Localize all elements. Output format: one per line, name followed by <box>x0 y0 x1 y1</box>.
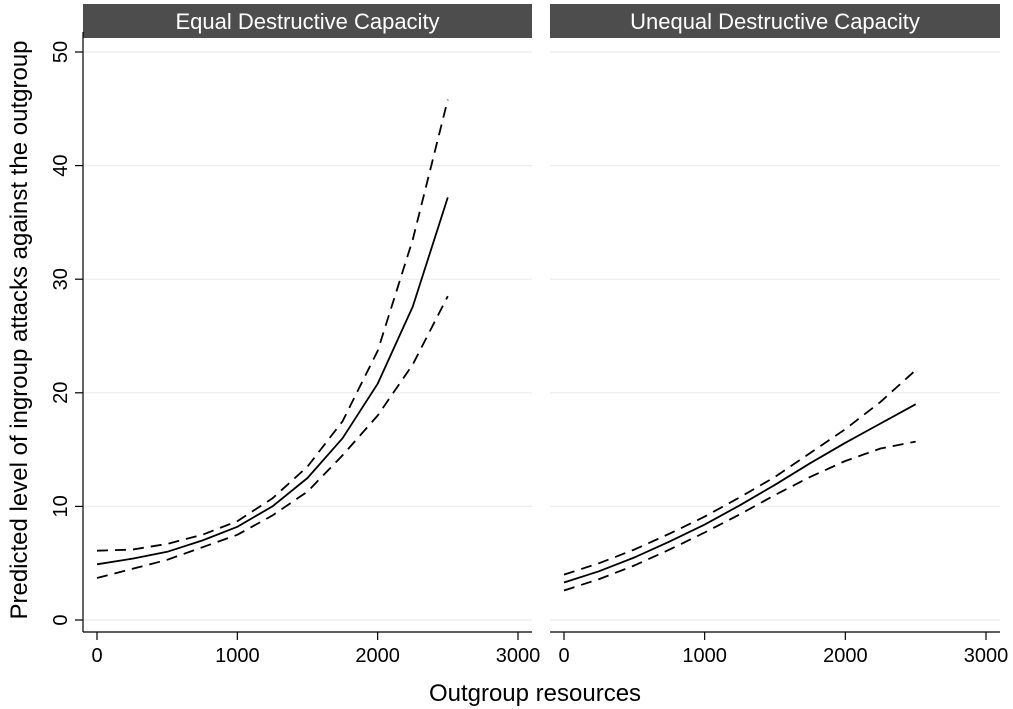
panel-2: Unequal Destructive Capacity 0 1000 2000 300… <box>550 4 1008 667</box>
y-tick-label: 50 <box>50 41 72 63</box>
x-tick-label: 3000 <box>964 645 1009 667</box>
x-tick-label: 0 <box>558 645 569 667</box>
panel-1: Equal Destructive Capacity 0 1000 2000 3000 0… <box>50 4 540 667</box>
x-tick-label: 1000 <box>215 645 260 667</box>
x-tick-label: 2000 <box>823 645 868 667</box>
ci-line-1 <box>563 369 917 576</box>
y-tick-label: 30 <box>50 268 72 290</box>
y-tick-label: 20 <box>50 382 72 404</box>
x-tick-label: 1000 <box>682 645 727 667</box>
panel-title: Equal Destructive Capacity <box>175 9 439 34</box>
x-tick-label: 2000 <box>355 645 400 667</box>
panel-strip <box>550 4 1000 38</box>
y-tick-label: 10 <box>50 495 72 517</box>
y-axis-title: Predicted level of ingroup attacks again… <box>6 40 33 619</box>
y-tick-label: 0 <box>50 614 72 625</box>
fit-line <box>96 197 449 566</box>
ci-line-1 <box>96 99 449 552</box>
x-tick-label: 3000 <box>496 645 541 667</box>
ci-line-2 <box>563 440 916 592</box>
x-axis-title: Outgroup resources <box>429 680 641 707</box>
x-tick-label: 0 <box>91 645 102 667</box>
panel-strip <box>83 4 532 38</box>
ci-line-2 <box>96 295 449 579</box>
panels: Equal Destructive Capacity 0 1000 2000 3000 0… <box>50 4 1008 667</box>
y-tick-label: 40 <box>50 154 72 176</box>
panel-title: Unequal Destructive Capacity <box>630 9 920 34</box>
fit-line <box>563 403 917 584</box>
